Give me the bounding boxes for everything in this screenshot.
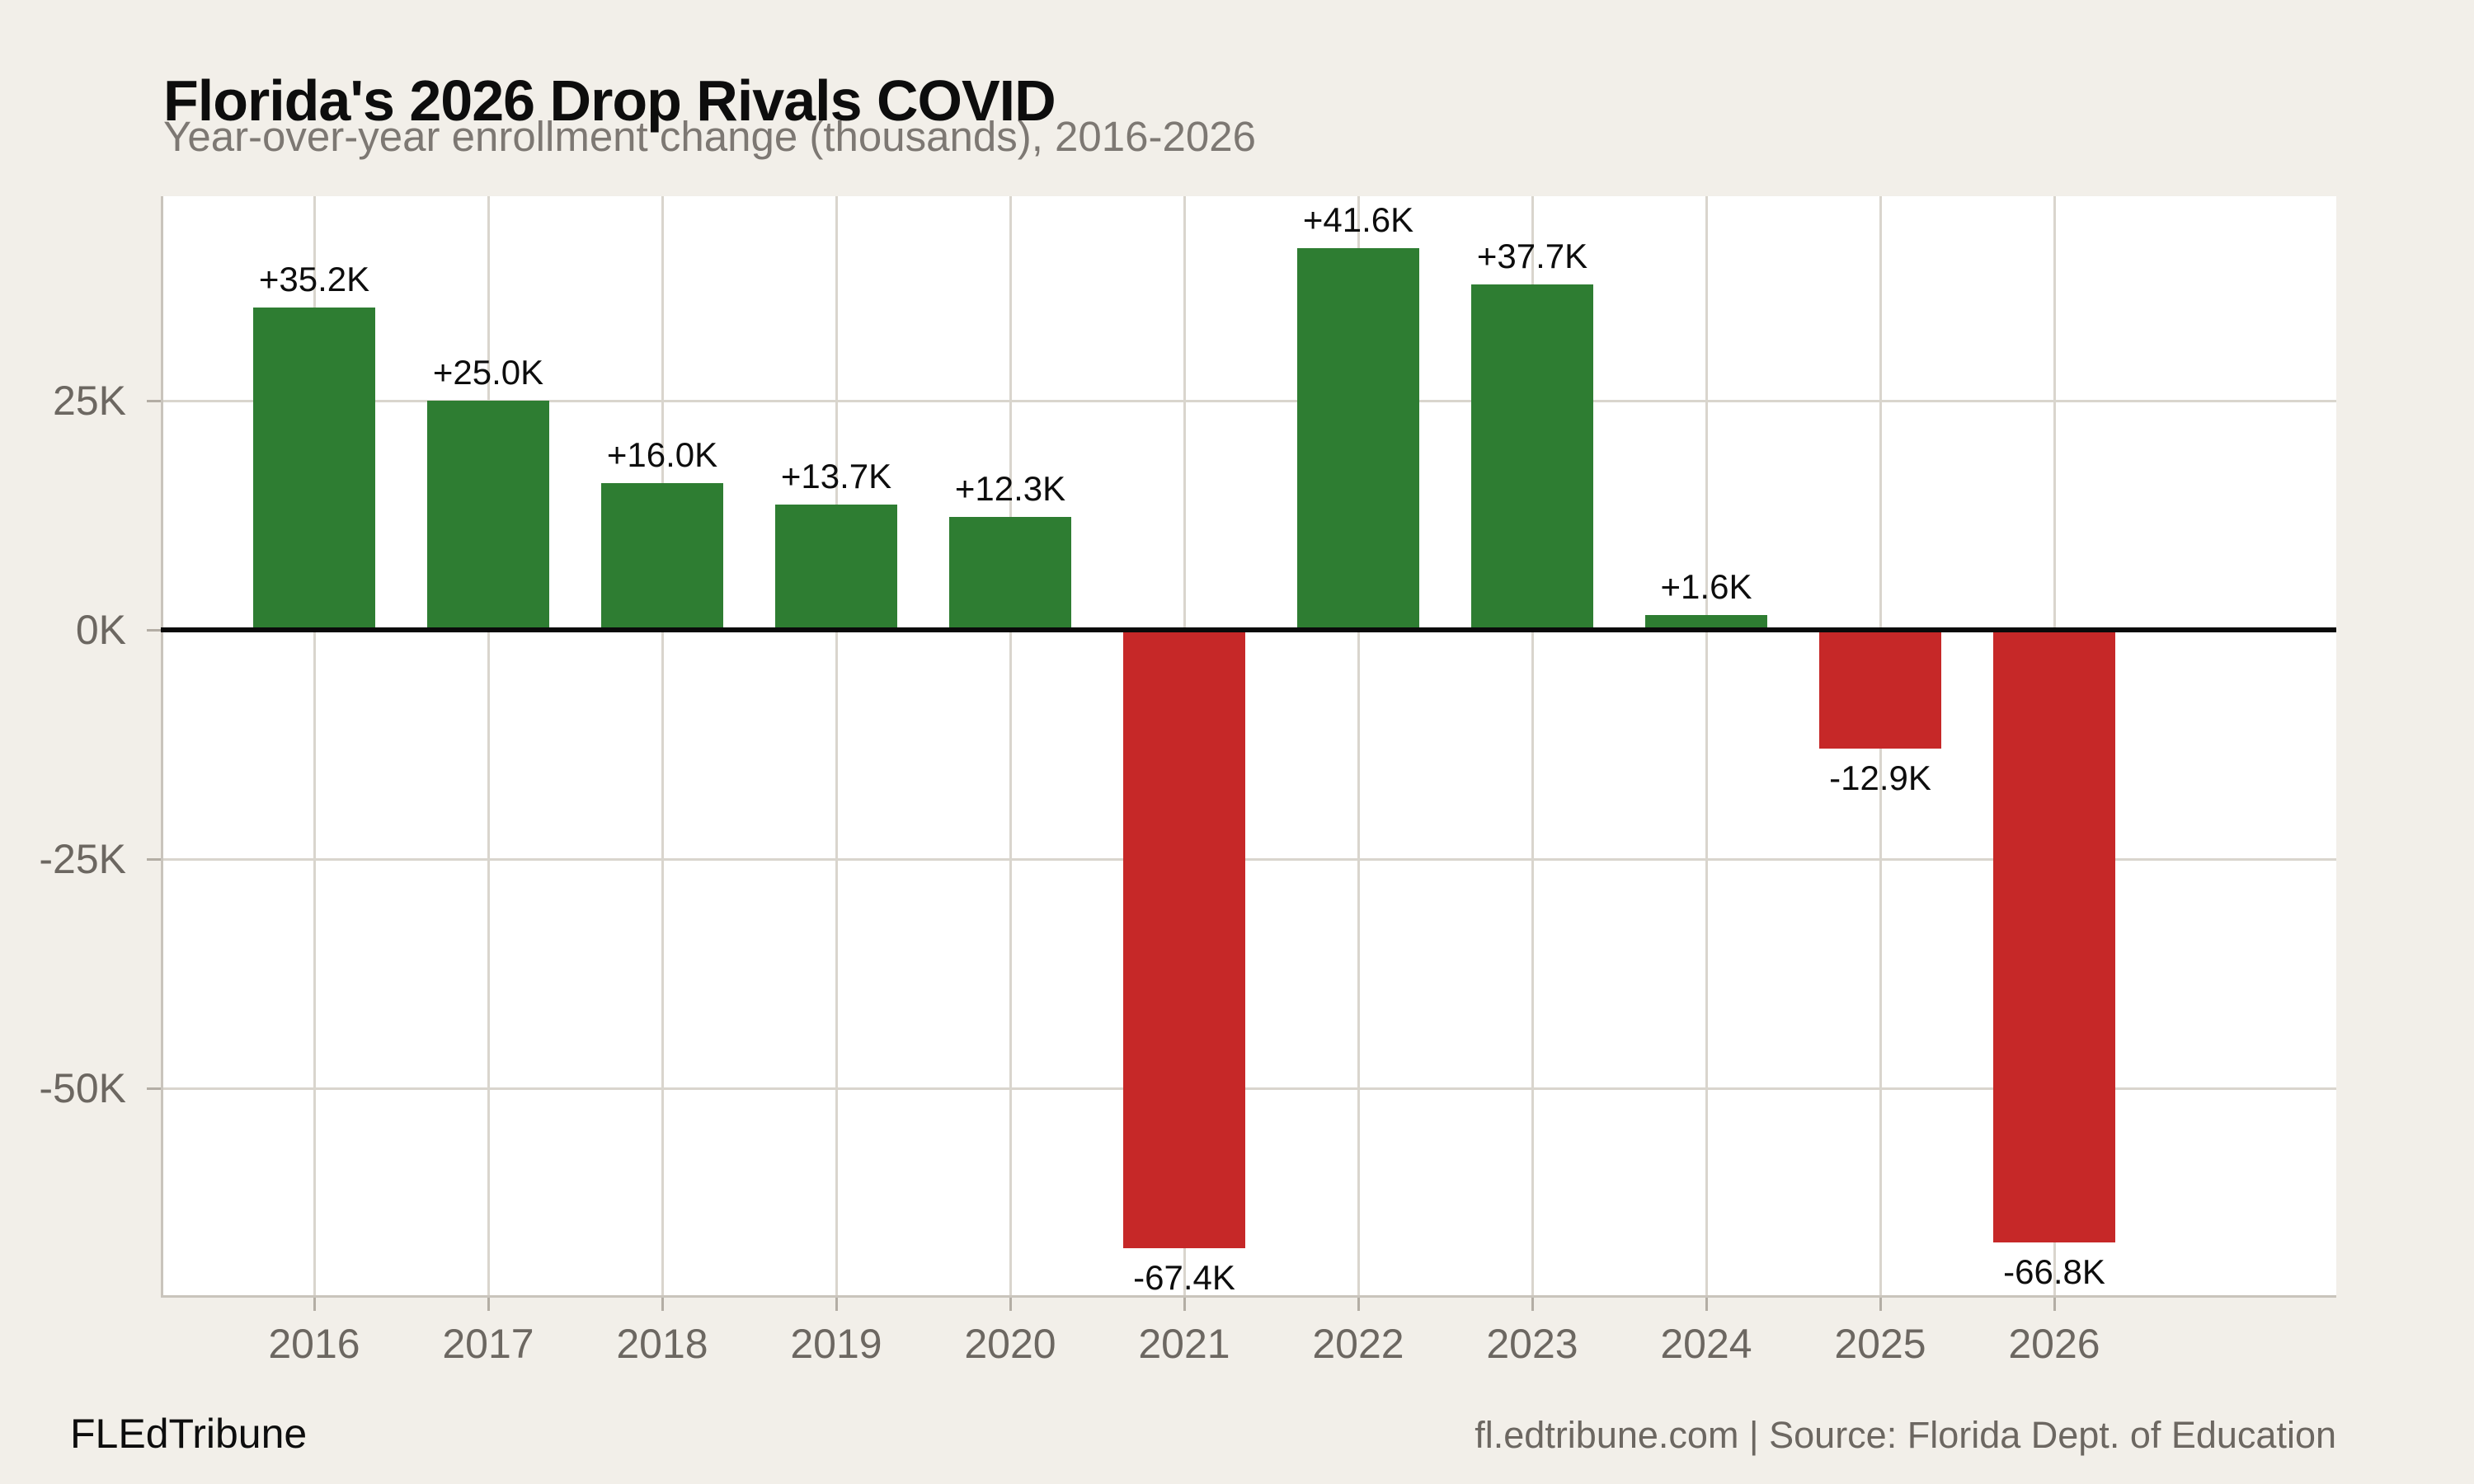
y-tick-mark xyxy=(147,1087,161,1090)
x-tick-mark xyxy=(487,1298,490,1311)
gridline-horizontal xyxy=(161,399,2336,402)
x-tick-mark xyxy=(1183,1298,1186,1311)
y-axis-spine xyxy=(161,196,163,1298)
y-tick-mark xyxy=(147,628,161,632)
plot-area: +35.2K +25.0K +16.0K +13.7K +12.3K -67.4K +41.… xyxy=(161,196,2336,1298)
x-tick-mark xyxy=(2053,1298,2056,1311)
bar-value-label-2017: +25.0K xyxy=(432,353,544,392)
bar-2024 xyxy=(1645,615,1767,631)
gridline-vertical xyxy=(835,196,838,1298)
bar-value-label-2023: +37.7K xyxy=(1476,236,1588,275)
x-tick-label-2018: 2018 xyxy=(616,1321,708,1367)
y-tick-label: -50K xyxy=(39,1065,126,1112)
x-axis-spine xyxy=(161,1295,2336,1298)
x-tick-mark xyxy=(1705,1298,1708,1311)
brand-text: FLEdTribune xyxy=(70,1411,308,1457)
gridline-vertical xyxy=(487,196,490,1298)
x-tick-label-2019: 2019 xyxy=(790,1321,882,1367)
x-tick-label-2026: 2026 xyxy=(2008,1321,2100,1367)
bar-2018 xyxy=(601,483,723,631)
gridline-vertical xyxy=(1705,196,1708,1298)
gridline-vertical xyxy=(313,196,316,1298)
bar-2021 xyxy=(1123,630,1245,1248)
x-tick-mark xyxy=(1531,1298,1534,1311)
bar-value-label-2024: +1.6K xyxy=(1660,567,1752,607)
bar-value-label-2022: +41.6K xyxy=(1302,200,1414,240)
gridline-vertical xyxy=(1009,196,1012,1298)
x-tick-mark xyxy=(1879,1298,1882,1311)
bar-2023 xyxy=(1471,284,1593,631)
chart-subtitle: Year-over-year enrollment change (thousa… xyxy=(163,113,1256,160)
x-tick-mark xyxy=(1009,1298,1012,1311)
bar-value-label-2026: -66.8K xyxy=(2003,1252,2105,1292)
bar-value-label-2020: +12.3K xyxy=(954,469,1066,509)
x-tick-label-2022: 2022 xyxy=(1312,1321,1404,1367)
x-tick-label-2024: 2024 xyxy=(1660,1321,1752,1367)
zero-baseline xyxy=(161,627,2336,633)
x-tick-label-2025: 2025 xyxy=(1834,1321,1926,1367)
bar-2020 xyxy=(949,517,1071,631)
bar-value-label-2018: +16.0K xyxy=(606,435,718,475)
bar-value-label-2016: +35.2K xyxy=(258,259,370,298)
bar-2017 xyxy=(427,401,549,631)
bar-2019 xyxy=(775,504,897,631)
source-attribution-text: fl.edtribune.com | Source: Florida Dept.… xyxy=(1475,1414,2336,1456)
bar-value-label-2025: -12.9K xyxy=(1829,758,1931,797)
x-tick-mark xyxy=(661,1298,664,1311)
x-tick-label-2023: 2023 xyxy=(1486,1321,1578,1367)
y-tick-mark xyxy=(147,857,161,861)
y-tick-label: 0K xyxy=(75,607,126,654)
gridline-horizontal xyxy=(161,857,2336,861)
x-tick-mark xyxy=(313,1298,316,1311)
bar-2016 xyxy=(253,307,375,631)
gridline-vertical xyxy=(1531,196,1534,1298)
bar-2025 xyxy=(1819,630,1941,749)
y-tick-label: 25K xyxy=(53,378,126,425)
y-tick-mark xyxy=(147,399,161,402)
gridline-horizontal xyxy=(161,1087,2336,1090)
x-tick-label-2020: 2020 xyxy=(964,1321,1056,1367)
x-tick-label-2017: 2017 xyxy=(442,1321,534,1367)
bar-value-label-2019: +13.7K xyxy=(780,456,892,495)
x-tick-mark xyxy=(1357,1298,1360,1311)
gridline-vertical xyxy=(661,196,664,1298)
bar-2022 xyxy=(1297,248,1419,631)
bar-value-label-2021: -67.4K xyxy=(1133,1257,1235,1297)
x-tick-label-2021: 2021 xyxy=(1138,1321,1230,1367)
y-tick-label: -25K xyxy=(39,836,126,883)
gridline-vertical xyxy=(1357,196,1360,1298)
chart-title: Florida's 2026 Drop Rivals COVID xyxy=(163,68,1056,133)
bar-2026 xyxy=(1993,630,2115,1243)
x-tick-mark xyxy=(835,1298,838,1311)
x-tick-label-2016: 2016 xyxy=(268,1321,360,1367)
